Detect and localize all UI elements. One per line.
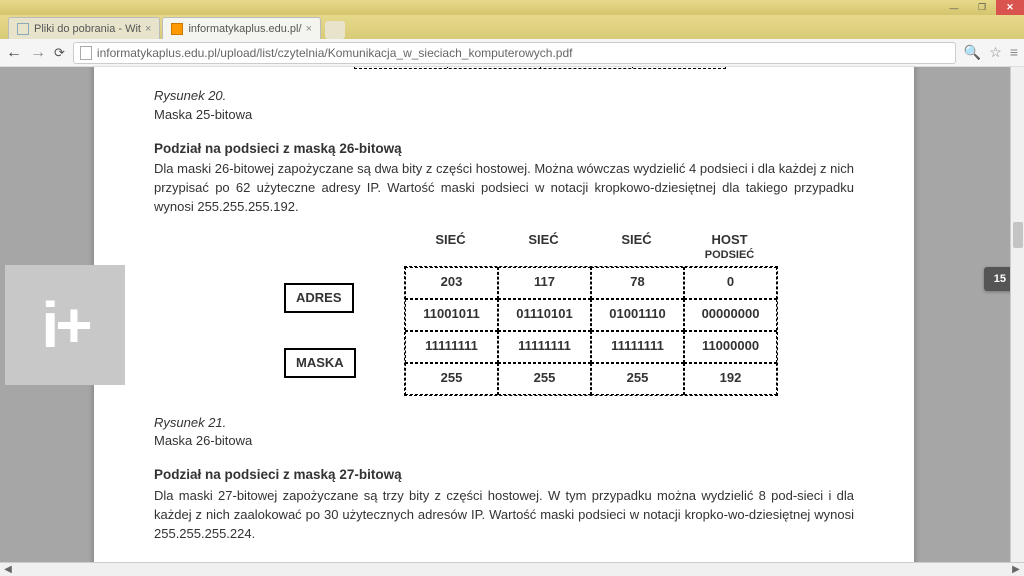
table-cell: 117: [498, 267, 591, 299]
zoom-icon[interactable]: 🔍: [964, 44, 981, 61]
page-icon: [171, 23, 183, 35]
figure-subcaption: Maska 26-bitowa: [154, 432, 854, 451]
table-header: SIEĆ: [404, 231, 497, 250]
table-cell: 0: [684, 267, 777, 299]
bookmark-icon[interactable]: ☆: [989, 44, 1002, 61]
forward-button[interactable]: →: [30, 44, 46, 62]
section-heading: Podział na podsieci z maską 27-bitową: [154, 465, 854, 485]
table-cell: 00000000: [684, 299, 777, 331]
table-cell: 01001110: [591, 299, 684, 331]
paragraph: Dla maski 26-bitowej zapożyczane są dwa …: [154, 160, 854, 217]
table-cell: 11111111: [591, 331, 684, 363]
section-heading: Podział na podsieci z maską 26-bitową: [154, 139, 854, 159]
figure-caption: Rysunek 20.: [154, 87, 854, 106]
page-icon: [17, 23, 29, 35]
pdf-viewer: Rysunek 20. Maska 25-bitowa Podział na p…: [0, 67, 1024, 562]
table-cell: 11001011: [405, 299, 498, 331]
table-cell: 255: [591, 363, 684, 395]
scroll-left-icon[interactable]: ◀: [0, 564, 16, 575]
browser-tabs: Pliki do pobrania - Wit × informatykaplu…: [0, 15, 1024, 39]
subnet-table: SIEĆ SIEĆ SIEĆ HOST PODSIEĆ ADRES MASKA …: [224, 231, 784, 396]
new-tab-button[interactable]: [325, 21, 345, 39]
close-icon[interactable]: ×: [306, 23, 312, 35]
tab-title: Pliki do pobrania - Wit: [34, 23, 141, 35]
table-header: HOST: [683, 231, 776, 250]
close-button[interactable]: ✕: [996, 0, 1024, 15]
table-header: SIEĆ: [497, 231, 590, 250]
table-cell: 255: [498, 363, 591, 395]
url-text: informatykaplus.edu.pl/upload/list/czyte…: [97, 46, 573, 60]
logo-text: i+: [41, 288, 88, 362]
table-cell: 11111111: [405, 331, 498, 363]
row-label: ADRES: [284, 283, 354, 314]
table-cell: 78: [591, 267, 684, 299]
vertical-scrollbar[interactable]: [1010, 67, 1024, 562]
paragraph: Dla maski 27-bitowej zapożyczane są trzy…: [154, 487, 854, 544]
figure-caption: Rysunek 21.: [154, 414, 854, 433]
figure-subcaption: Maska 25-bitowa: [154, 106, 854, 125]
table-subheader: PODSIEĆ: [683, 248, 776, 264]
table-cell: 192: [684, 363, 777, 395]
table-cell: 01110101: [498, 299, 591, 331]
toolbar-right: 🔍 ☆ ≡: [964, 44, 1018, 61]
row-label: MASKA: [284, 348, 356, 379]
table-cell: 255: [405, 363, 498, 395]
table-cell: 11000000: [684, 331, 777, 363]
tab-title: informatykaplus.edu.pl/: [188, 23, 301, 35]
maximize-button[interactable]: ❐: [968, 0, 996, 15]
scroll-right-icon[interactable]: ▶: [1008, 564, 1024, 575]
tab-inactive[interactable]: Pliki do pobrania - Wit ×: [8, 17, 160, 39]
close-icon[interactable]: ×: [145, 23, 151, 35]
page-icon: [80, 46, 92, 60]
table-cell: 11111111: [498, 331, 591, 363]
reload-button[interactable]: ⟳: [54, 45, 65, 61]
tab-active[interactable]: informatykaplus.edu.pl/ ×: [162, 17, 321, 39]
address-bar[interactable]: informatykaplus.edu.pl/upload/list/czyte…: [73, 42, 956, 64]
scrollbar-thumb[interactable]: [1013, 222, 1023, 248]
back-button[interactable]: ←: [6, 44, 22, 62]
menu-icon[interactable]: ≡: [1010, 44, 1018, 61]
table-cell: 203: [405, 267, 498, 299]
pdf-page: Rysunek 20. Maska 25-bitowa Podział na p…: [94, 67, 914, 562]
window-titlebar: — ❐ ✕: [0, 0, 1024, 15]
browser-toolbar: ← → ⟳ informatykaplus.edu.pl/upload/list…: [0, 39, 1024, 67]
minimize-button[interactable]: —: [940, 0, 968, 15]
table-header: SIEĆ: [590, 231, 683, 250]
logo-overlay: i+: [5, 265, 125, 385]
horizontal-scrollbar[interactable]: ◀ ▶: [0, 562, 1024, 576]
